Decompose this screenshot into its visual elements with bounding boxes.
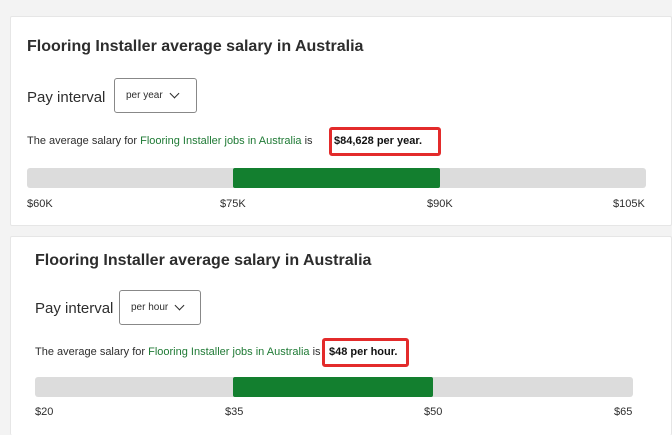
card-title: Flooring Installer average salary in Aus…: [27, 38, 364, 55]
range-tick-max: $105K: [613, 198, 645, 210]
range-tick-low: $75K: [220, 198, 246, 210]
average-salary-amount: $84,628 per year.: [334, 135, 423, 147]
pay-interval-label: Pay interval: [35, 300, 114, 317]
sentence-mid: is: [301, 135, 313, 147]
average-salary-amount: $48 per hour.: [329, 346, 398, 358]
card-title: Flooring Installer average salary in Aus…: [35, 252, 372, 269]
pay-interval-select[interactable]: per hour: [119, 290, 201, 325]
pay-interval-select[interactable]: per year: [114, 78, 197, 113]
pay-interval-value: per year: [126, 90, 163, 101]
salary-range-fill: [233, 377, 433, 397]
jobs-link[interactable]: Flooring Installer jobs in Australia: [140, 135, 302, 147]
pay-interval-value: per hour: [131, 302, 169, 313]
range-tick-max: $65: [614, 406, 633, 418]
sentence-prefix: The average salary for: [35, 346, 149, 358]
chevron-down-icon: [169, 88, 180, 99]
pay-interval-label: Pay interval: [27, 89, 106, 106]
jobs-link[interactable]: Flooring Installer jobs in Australia: [148, 346, 310, 358]
range-tick-min: $60K: [27, 198, 53, 210]
range-tick-min: $20: [35, 406, 54, 418]
sentence-prefix: The average salary for: [27, 135, 141, 147]
average-salary-sentence: The average salary for Flooring Installe…: [27, 135, 313, 147]
salary-card-hourly: Flooring Installer average salary in Aus…: [10, 236, 672, 435]
average-salary-sentence: The average salary for Flooring Installe…: [35, 346, 321, 358]
salary-highlight-box: [322, 338, 409, 367]
chevron-down-icon: [174, 300, 185, 311]
range-tick-low: $35: [225, 406, 244, 418]
range-tick-high: $90K: [427, 198, 453, 210]
salary-range-fill: [233, 168, 440, 188]
sentence-mid: is: [309, 346, 321, 358]
salary-highlight-box: [329, 127, 441, 156]
salary-card-yearly: Flooring Installer average salary in Aus…: [10, 16, 672, 226]
range-tick-high: $50: [424, 406, 443, 418]
